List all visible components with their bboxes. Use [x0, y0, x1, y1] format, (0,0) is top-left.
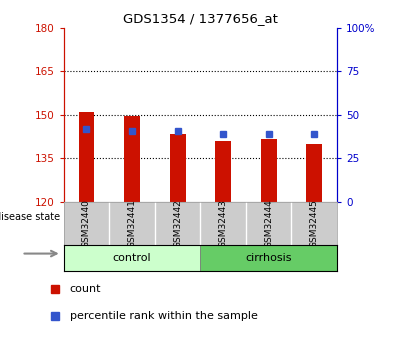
Bar [64, 245, 201, 271]
Text: GSM32442: GSM32442 [173, 199, 182, 248]
Text: control: control [113, 253, 151, 263]
Text: disease state: disease state [0, 212, 60, 222]
Text: GSM32443: GSM32443 [219, 199, 228, 248]
Text: count: count [69, 284, 101, 294]
Text: GSM32444: GSM32444 [264, 199, 273, 248]
Bar [215, 141, 231, 202]
Text: GSM32440: GSM32440 [82, 199, 91, 248]
Bar [306, 144, 322, 202]
Text: GSM32445: GSM32445 [310, 199, 319, 248]
Bar [79, 112, 95, 202]
Text: percentile rank within the sample: percentile rank within the sample [69, 311, 257, 321]
Text: cirrhosis: cirrhosis [245, 253, 292, 263]
Title: GDS1354 / 1377656_at: GDS1354 / 1377656_at [123, 12, 278, 25]
Bar [170, 134, 185, 202]
Bar [201, 245, 337, 271]
Bar [261, 139, 277, 202]
Bar [124, 116, 140, 202]
Text: GSM32441: GSM32441 [127, 199, 136, 248]
